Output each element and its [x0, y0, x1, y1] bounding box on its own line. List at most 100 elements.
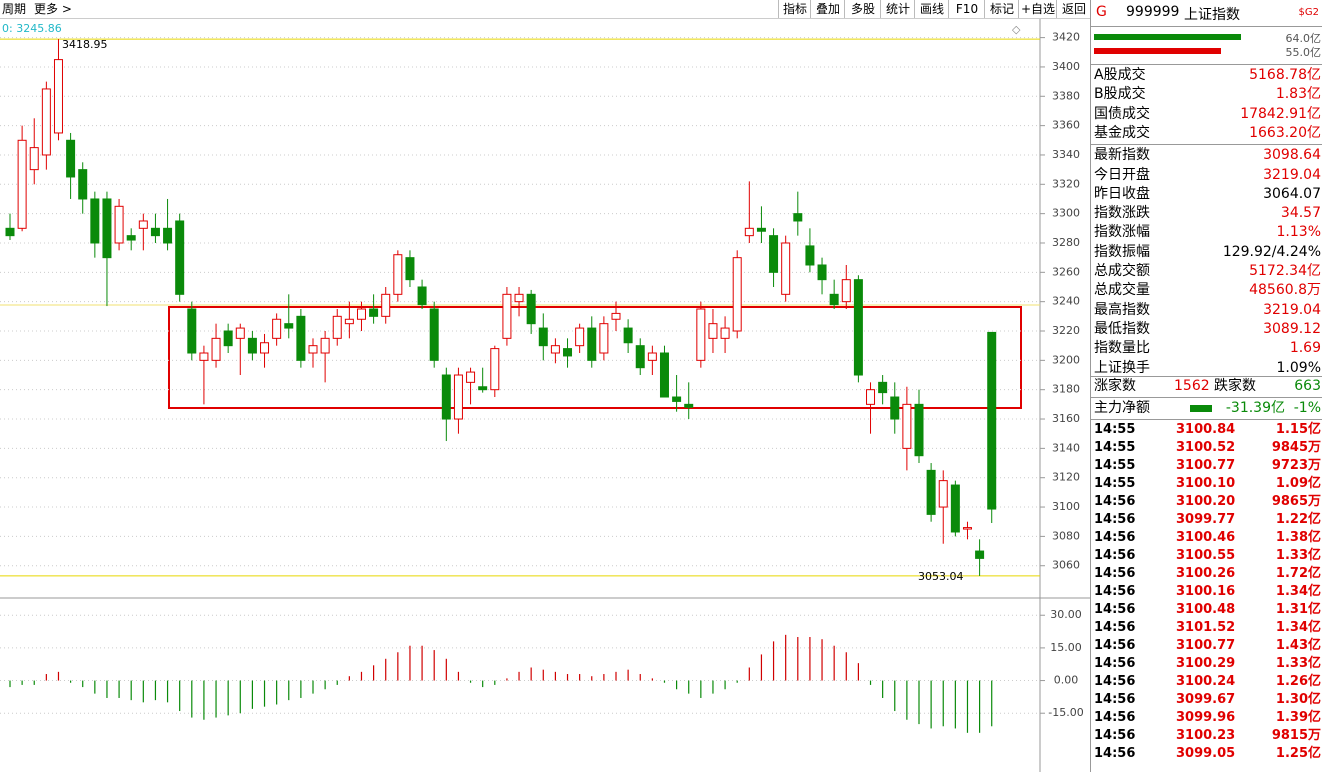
toolbar-button[interactable]: 叠加: [810, 0, 845, 18]
stat-label: 指数涨幅: [1094, 224, 1150, 241]
flow-label: 55.0亿: [1285, 46, 1322, 59]
stat-value: 3219.04: [1263, 166, 1321, 183]
more-button[interactable]: 更多 >: [34, 2, 72, 16]
candle-body: [381, 293, 391, 317]
y-tick-label: 3260: [1052, 265, 1080, 278]
stat-row: 最新指数 3098.64: [1094, 146, 1321, 165]
stat-row: 总成交额 5172.34亿: [1094, 262, 1321, 281]
y-tick-label: 30.00: [1050, 608, 1082, 621]
y-tick-label: 3220: [1052, 324, 1080, 337]
stat-value: 1.09%: [1276, 359, 1321, 376]
toolbar-button[interactable]: 标记: [984, 0, 1019, 18]
stat-row: 指数涨跌 34.57: [1094, 204, 1321, 223]
candle-body: [720, 327, 730, 339]
stat-row: 最高指数 3219.04: [1094, 301, 1321, 320]
y-tick-label: 3340: [1052, 148, 1080, 161]
candle-body: [890, 396, 900, 420]
candle-body: [599, 323, 609, 354]
candle-body: [356, 308, 366, 320]
net-label: 主力净额: [1094, 400, 1150, 416]
candle-body: [611, 312, 621, 320]
toolbar-button[interactable]: 多股: [844, 0, 881, 18]
tick-price: 3100.52: [1176, 440, 1236, 455]
toolbar: 周期 更多 > 指标 叠加 多股 统计 画线 F10 标记 +自选 返回: [0, 0, 1090, 19]
tick-row: 14:56 3100.23 9815万: [1094, 727, 1321, 745]
toolbar-button[interactable]: 画线: [914, 0, 949, 18]
tick-price: 3100.29: [1176, 656, 1236, 671]
toolbar-button[interactable]: 指标: [778, 0, 811, 18]
separator: [1091, 143, 1322, 145]
y-tick-label: 15.00: [1050, 641, 1082, 654]
candle-body: [272, 318, 282, 339]
tick-volume: 1.38亿: [1275, 530, 1321, 545]
candle-body: [405, 257, 415, 281]
stat-row: 基金成交 1663.20亿: [1094, 124, 1321, 143]
stat-value: 5172.34亿: [1249, 263, 1321, 279]
candle-body: [744, 227, 754, 237]
y-tick-label: 3180: [1052, 383, 1080, 396]
candle-body: [126, 235, 136, 241]
candle-body: [284, 323, 294, 329]
tick-volume: 1.30亿: [1275, 692, 1321, 707]
y-tick-label: 3380: [1052, 89, 1080, 102]
flow-label: 64.0亿: [1285, 32, 1322, 45]
tick-volume: 1.34亿: [1275, 584, 1321, 599]
tick-volume: 1.26亿: [1275, 674, 1321, 689]
candle-body: [756, 227, 766, 232]
candle-body: [53, 59, 63, 134]
toolbar-button[interactable]: 统计: [880, 0, 915, 18]
candle-body: [90, 198, 100, 244]
stat-label: 上证换手: [1094, 359, 1150, 376]
candle-body: [187, 308, 197, 354]
candle-body: [793, 213, 803, 222]
tick-volume: 1.22亿: [1275, 512, 1321, 527]
stat-label: B股成交: [1094, 86, 1146, 103]
stat-row: 最低指数 3089.12: [1094, 320, 1321, 339]
tick-price: 3100.16: [1176, 584, 1236, 599]
candle-body: [514, 293, 524, 303]
highlight-box: [168, 306, 1022, 409]
candle-body: [235, 327, 245, 339]
stat-row: 指数振幅 129.92/4.24%: [1094, 243, 1321, 262]
candle-body: [938, 480, 948, 508]
stat-label: 基金成交: [1094, 124, 1150, 141]
stat-label: A股成交: [1094, 67, 1146, 83]
stat-row: 昨日收盘 3064.07: [1094, 185, 1321, 204]
candle-body: [769, 235, 779, 273]
stat-value: 1.69: [1289, 340, 1321, 357]
candle-body: [332, 315, 342, 339]
tick-volume: 9815万: [1271, 728, 1321, 743]
breadth-row: 涨家数 1562 跌家数 663: [1094, 377, 1321, 396]
tick-time: 14:55: [1094, 422, 1136, 437]
candle-body: [732, 257, 742, 332]
candle-body: [175, 220, 185, 295]
tick-row: 14:56 3100.29 1.33亿: [1094, 655, 1321, 673]
period-button[interactable]: 周期: [2, 2, 27, 16]
tick-time: 14:56: [1094, 710, 1136, 725]
stat-label: 指数涨跌: [1094, 205, 1150, 222]
stat-label: 今日开盘: [1094, 166, 1150, 183]
candle-body: [417, 286, 427, 306]
candle-body: [429, 308, 439, 361]
tick-volume: 1.39亿: [1275, 710, 1321, 725]
diamond-icon: ◇: [1012, 23, 1021, 36]
tick-time: 14:56: [1094, 512, 1136, 527]
candle-body: [17, 139, 27, 229]
toolbar-button[interactable]: +自选: [1018, 0, 1057, 18]
candle-body: [902, 403, 912, 449]
candle-body: [211, 337, 221, 361]
tick-volume: 1.33亿: [1275, 548, 1321, 563]
y-tick-label: 3140: [1052, 441, 1080, 454]
toolbar-button[interactable]: 返回: [1056, 0, 1091, 18]
chart: 0: 3245.86 ◇ 3060 3080 3100 3120 3140 3160 318…: [0, 19, 1090, 772]
toolbar-button[interactable]: F10: [948, 0, 985, 18]
candle-body: [950, 484, 960, 533]
code: 999999: [1126, 4, 1180, 20]
g-mark: G: [1096, 4, 1107, 20]
tick-volume: 1.09亿: [1275, 476, 1321, 491]
net-amount: -31.39亿: [1225, 400, 1285, 416]
candle-body: [199, 352, 209, 361]
tick-volume: 1.43亿: [1275, 638, 1321, 653]
candle-body: [575, 327, 585, 347]
